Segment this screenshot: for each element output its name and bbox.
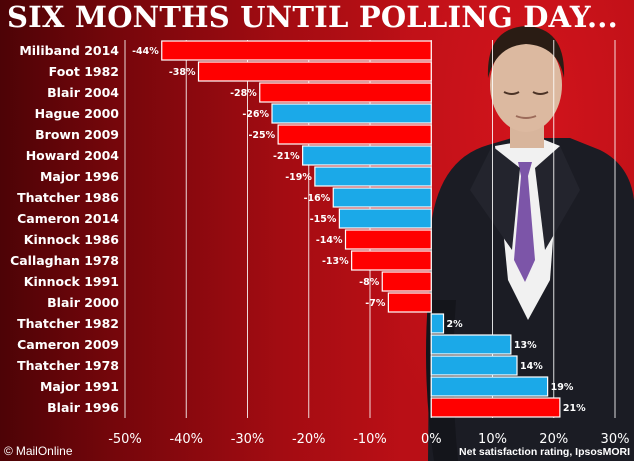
category-label: Blair 1996 — [47, 400, 119, 415]
x-tick-label: -50% — [108, 432, 142, 447]
bar-kinnock-1991 — [381, 271, 432, 292]
category-label: Kinnock 1986 — [24, 232, 120, 247]
value-label: 13% — [514, 340, 537, 351]
lapel-left — [470, 146, 520, 250]
face — [490, 38, 562, 132]
value-label: 2% — [447, 319, 464, 330]
bar-thatcher-1982 — [430, 313, 445, 334]
bar-callaghan-1978 — [351, 250, 432, 271]
bar-blair-2004 — [259, 82, 432, 103]
bar-hague-2000 — [271, 103, 432, 124]
x-tick-label: -30% — [231, 432, 265, 447]
category-label: Blair 2000 — [47, 295, 119, 310]
category-label: Howard 2004 — [26, 148, 120, 163]
category-label: Cameron 2014 — [17, 211, 119, 226]
x-tick-label: -20% — [292, 432, 326, 447]
value-label: 14% — [520, 361, 543, 372]
category-label: Thatcher 1986 — [17, 190, 119, 205]
category-label: Major 1996 — [40, 169, 119, 184]
bar-thatcher-1978 — [430, 355, 518, 376]
category-label: Hague 2000 — [35, 106, 120, 121]
category-label: Callaghan 1978 — [10, 253, 119, 268]
category-label: Thatcher 1982 — [17, 316, 119, 331]
headline: SIX MONTHS UNTIL POLLING DAY... — [7, 0, 618, 34]
value-label: -25% — [248, 130, 275, 141]
lapel-right — [535, 146, 580, 250]
category-label: Cameron 2009 — [17, 337, 119, 352]
value-label: 19% — [551, 382, 574, 393]
tie — [514, 162, 535, 282]
bar-foot-1982 — [197, 61, 432, 82]
bar-miliband-2014 — [161, 40, 432, 61]
bar-blair-2000 — [387, 292, 432, 313]
value-label: 21% — [563, 403, 586, 414]
bar-cameron-2009 — [430, 334, 512, 355]
bar-cameron-2014 — [338, 208, 432, 229]
hair — [487, 26, 565, 78]
category-label: Foot 1982 — [49, 64, 119, 79]
category-label: Thatcher 1978 — [17, 358, 119, 373]
closed-eyes — [503, 91, 549, 95]
value-label: -8% — [359, 277, 380, 288]
x-tick-label: 10% — [478, 432, 507, 447]
bar-kinnock-1986 — [344, 229, 432, 250]
bar-thatcher-1986 — [332, 187, 432, 208]
mouth — [515, 115, 537, 119]
category-label: Major 1991 — [40, 379, 119, 394]
bar-brown-2009 — [277, 124, 432, 145]
value-label: -19% — [285, 172, 312, 183]
value-label: -44% — [132, 46, 159, 57]
value-label: -21% — [273, 151, 300, 162]
value-label: -13% — [322, 256, 349, 267]
category-label: Kinnock 1991 — [24, 274, 119, 289]
category-label: Miliband 2014 — [19, 43, 119, 58]
x-tick-label: 20% — [539, 432, 568, 447]
brand: © MailOnline — [4, 444, 73, 458]
x-tick-label: -10% — [353, 432, 387, 447]
category-label: Blair 2004 — [47, 85, 119, 100]
value-label: -38% — [169, 67, 196, 78]
bar-major-1996 — [314, 166, 432, 187]
x-tick-label: 30% — [601, 432, 630, 447]
value-label: -28% — [230, 88, 257, 99]
copyright-icon: © — [4, 444, 13, 458]
value-label: -16% — [304, 193, 331, 204]
source-note: Net satisfaction rating, IpsosMORI — [459, 446, 630, 458]
brand-label: MailOnline — [15, 444, 73, 458]
bar-major-1991 — [430, 376, 549, 397]
value-label: -26% — [242, 109, 269, 120]
bar-howard-2004 — [302, 145, 432, 166]
value-label: -15% — [310, 214, 337, 225]
value-label: -7% — [365, 298, 386, 309]
value-label: -14% — [316, 235, 343, 246]
x-tick-label: -40% — [169, 432, 203, 447]
category-label: Brown 2009 — [35, 127, 119, 142]
x-tick-label: 0% — [421, 432, 442, 447]
bar-blair-1996 — [430, 397, 561, 418]
